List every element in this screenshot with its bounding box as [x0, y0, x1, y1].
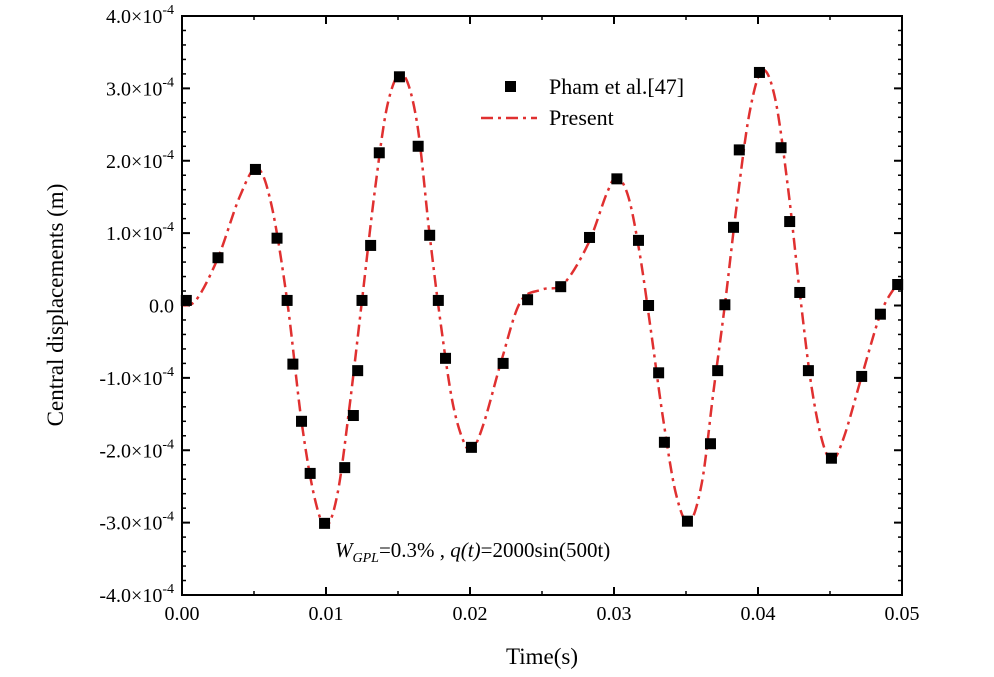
pham-marker	[319, 517, 331, 529]
pham-marker	[653, 367, 665, 379]
pham-marker	[497, 357, 509, 369]
y-tick-labels: 4.0×10-4 3.0×10-4 2.0×10-4 1.0×10-4 0.0 -1.0×…	[99, 3, 174, 607]
pham-marker	[347, 410, 359, 422]
pham-marker	[352, 365, 364, 377]
x-tick-label: 0.05	[885, 603, 920, 625]
pham-marker	[611, 173, 623, 185]
pham-marker	[271, 232, 283, 244]
y-tick-label: 2.0×10-4	[106, 148, 174, 173]
y-axis-label: Central displacements (m)	[43, 184, 68, 427]
pham-marker	[555, 281, 567, 293]
pham-marker	[733, 144, 745, 156]
x-tick-labels: 0.00 0.01 0.02 0.03 0.04 0.05	[165, 603, 920, 625]
pham-marker	[794, 286, 806, 298]
pham-marker	[424, 229, 436, 241]
pham-marker	[784, 216, 796, 228]
pham-marker	[753, 66, 765, 78]
pham-marker	[180, 294, 192, 306]
pham-marker	[465, 441, 477, 453]
pham-marker	[632, 234, 644, 246]
y-tick-label: 3.0×10-4	[106, 75, 174, 100]
pham-marker	[719, 299, 731, 311]
pham-marker	[892, 279, 904, 291]
pham-marker	[522, 294, 534, 306]
pham-marker	[802, 365, 814, 377]
x-tick-label: 0.04	[741, 603, 776, 625]
y-tick-label: 4.0×10-4	[106, 3, 174, 28]
pham-marker	[356, 294, 368, 306]
pham-marker	[712, 365, 724, 377]
x-tick-label: 0.03	[597, 603, 632, 625]
plot-frame	[181, 15, 903, 596]
y-tick-label: -2.0×10-4	[99, 437, 174, 462]
legend-label-present: Present	[549, 105, 614, 130]
y-tick-label: -3.0×10-4	[99, 510, 174, 535]
pham-marker	[281, 294, 293, 306]
y-tick-label: -1.0×10-4	[99, 365, 174, 390]
pham-marker	[704, 438, 716, 450]
pham-marker	[304, 467, 316, 479]
pham-marker	[365, 239, 377, 251]
pham-marker	[643, 300, 655, 311]
pham-marker	[681, 515, 693, 527]
pham-marker	[874, 308, 886, 320]
annotation: WGPL=0.3% , q(t)=2000sin(500t)	[335, 538, 610, 566]
pham-marker	[296, 415, 308, 427]
pham-marker	[412, 140, 424, 152]
pham-marker	[212, 252, 224, 264]
pham-marker	[249, 163, 261, 175]
y-tick-label: 1.0×10-4	[106, 220, 174, 245]
pham-marker	[393, 71, 405, 83]
pham-marker	[339, 462, 351, 474]
pham-marker	[775, 142, 787, 154]
x-tick-label: 0.01	[309, 603, 344, 625]
y-tick-label: 0.0	[149, 296, 174, 318]
x-tick-label: 0.00	[165, 603, 200, 625]
x-axis-label: Time(s)	[506, 644, 578, 669]
legend: Pham et al.[47] Present	[481, 74, 684, 130]
pham-marker	[728, 221, 740, 233]
legend-label-pham: Pham et al.[47]	[549, 74, 684, 99]
pham-marker	[373, 147, 385, 159]
pham-marker	[584, 231, 596, 243]
pham-marker	[856, 370, 868, 382]
y-tick-label: -4.0×10-4	[99, 582, 174, 607]
pham-marker	[440, 352, 452, 364]
pham-series	[180, 66, 904, 529]
pham-marker	[287, 358, 299, 370]
pham-marker	[432, 294, 444, 306]
legend-marker-pham	[505, 81, 516, 92]
pham-marker	[658, 436, 670, 448]
pham-marker	[825, 452, 837, 464]
x-tick-label: 0.02	[453, 603, 488, 625]
